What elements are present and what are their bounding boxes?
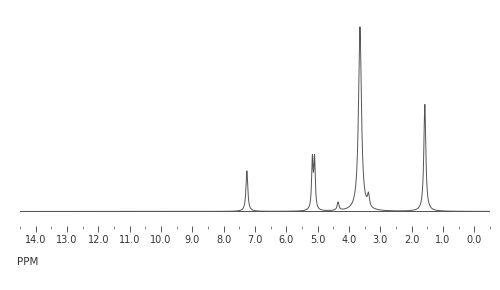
Text: PPM: PPM [18, 258, 39, 267]
